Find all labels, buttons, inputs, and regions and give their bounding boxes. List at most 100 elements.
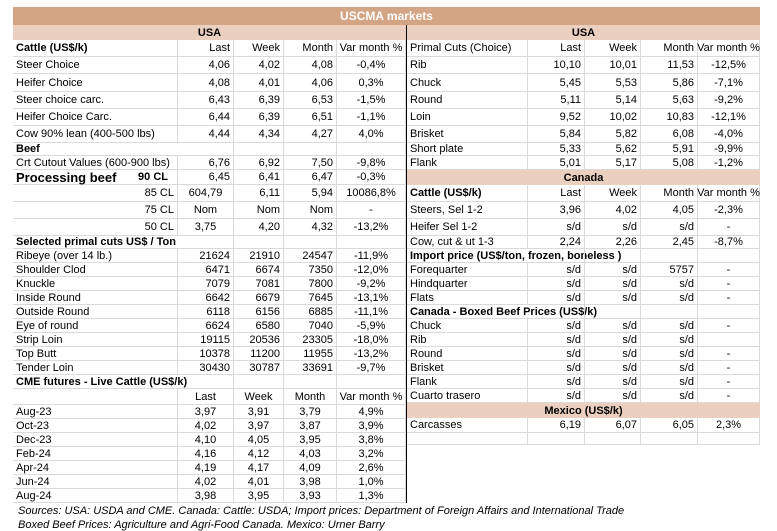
section-band: Mexico (US$/k) bbox=[407, 403, 760, 418]
cell-value: -9,9% bbox=[714, 143, 743, 155]
table-row: Forequarter s/d s/d 5757 - bbox=[407, 263, 760, 277]
cell-value: s/d bbox=[679, 291, 694, 304]
cell-last: 4,02 bbox=[178, 419, 234, 432]
table-row: 50 CL 3,75 4,20 4,32 -13,2% bbox=[13, 219, 406, 236]
cell-value: 4,02 bbox=[194, 419, 217, 432]
cell-value: 4,01 bbox=[247, 475, 270, 488]
cell-var-month: -8,7% bbox=[698, 236, 760, 248]
cell-value: s/d bbox=[622, 389, 637, 402]
cell-value: -4,0% bbox=[714, 128, 743, 140]
cell-month bbox=[284, 143, 337, 155]
cell-value: 5,86 bbox=[672, 76, 694, 89]
cell-week: 21910 bbox=[234, 249, 284, 262]
table-row: Aug-24 3,98 3,95 3,93 1,3% bbox=[13, 489, 406, 503]
cell-value: 3,98 bbox=[299, 475, 321, 488]
cell-value: s/d bbox=[566, 291, 581, 304]
cell-value: 5,11 bbox=[560, 94, 581, 106]
cell-last: s/d bbox=[528, 389, 585, 402]
cell-month: 7350 bbox=[284, 263, 337, 276]
row-label-text: Crt Cutout Values (600-900 lbs) bbox=[16, 156, 170, 169]
row-label-text: Eye of round bbox=[16, 319, 79, 332]
cell-var-month bbox=[337, 375, 406, 388]
cell-value: 6674 bbox=[255, 263, 280, 276]
cell-month: 3,93 bbox=[284, 489, 337, 502]
row-label: 75 CL bbox=[13, 202, 178, 218]
table-row: Cattle (US$/k) Last Week Month Var month % bbox=[13, 40, 406, 57]
table-row: Rib 10,10 10,01 11,53 -12,5% bbox=[407, 57, 760, 74]
cell-value: 10,02 bbox=[609, 111, 637, 123]
cell-var-month: 3,8% bbox=[337, 433, 406, 446]
cell-var-month: 3,2% bbox=[337, 447, 406, 460]
cell-value: s/d bbox=[566, 263, 581, 276]
table-row: Flats s/d s/d s/d - bbox=[407, 291, 760, 305]
row-label-text: Steer Choice bbox=[16, 59, 80, 71]
cell-var-month: -13,2% bbox=[337, 219, 406, 235]
table-row: Beef bbox=[13, 143, 406, 156]
cell-month: 4,05 bbox=[641, 202, 698, 218]
table-row: Chuck s/d s/d s/d - bbox=[407, 319, 760, 333]
cell-week: s/d bbox=[585, 375, 641, 388]
cell-month: 11955 bbox=[284, 347, 337, 360]
cell-value: 6885 bbox=[308, 305, 333, 318]
cell-value: 7,50 bbox=[311, 156, 333, 169]
cell-value: Nom bbox=[256, 204, 280, 216]
cell-last: Last bbox=[528, 40, 585, 56]
row-label: Short plate bbox=[407, 143, 528, 155]
cell-last: s/d bbox=[528, 319, 585, 332]
cell-week: 4,02 bbox=[234, 57, 284, 73]
cell-value: 3,75 bbox=[194, 221, 217, 233]
cell-week: 10,01 bbox=[585, 57, 641, 73]
cell-value: s/d bbox=[622, 277, 637, 290]
cell-month: s/d bbox=[641, 277, 698, 290]
cell-value: 2,24 bbox=[559, 236, 581, 248]
cell-last: Last bbox=[178, 40, 234, 56]
cell-last: 7079 bbox=[178, 277, 234, 290]
cell-var-month: -0,4% bbox=[337, 57, 406, 73]
row-label: Flats bbox=[407, 291, 528, 304]
cell-value: -8,7% bbox=[714, 236, 743, 248]
cell-var-month: 4,9% bbox=[337, 405, 406, 418]
row-label: Heifer Sel 1-2 bbox=[407, 219, 528, 235]
cell-month: s/d bbox=[641, 333, 698, 346]
cell-month: Month bbox=[641, 185, 698, 201]
cell-last bbox=[178, 236, 234, 248]
table-row: Processing beef 90 CL 6,45 6,41 6,47 -0,3% bbox=[13, 170, 406, 185]
cell-month: 4,32 bbox=[284, 219, 337, 235]
cell-value: 4,10 bbox=[194, 433, 217, 446]
cell-value: 5,82 bbox=[615, 128, 637, 140]
cell-last: 5,84 bbox=[528, 126, 585, 142]
cell-last: 21624 bbox=[178, 249, 234, 262]
cell-value: 6,45 bbox=[208, 171, 230, 183]
cell-var-month: 10086,8% bbox=[337, 185, 406, 201]
cell-value: 4,06 bbox=[208, 59, 230, 71]
cell-week: 5,17 bbox=[585, 156, 641, 169]
row-label: Chuck bbox=[407, 74, 528, 91]
cell-week: s/d bbox=[585, 333, 641, 346]
table-row: Feb-24 4,16 4,12 4,03 3,2% bbox=[13, 447, 406, 461]
cell-value: 7645 bbox=[308, 291, 333, 304]
row-label-text: Cuarto trasero bbox=[410, 389, 481, 402]
cell-value: 21910 bbox=[249, 249, 280, 262]
cell-value: - bbox=[726, 221, 731, 233]
sources-note: Sources: USA: USDA and CME. Canada: Catt… bbox=[18, 505, 625, 517]
cell-value: 10,10 bbox=[553, 59, 581, 71]
cell-value: 10,01 bbox=[609, 59, 637, 71]
cell-week bbox=[585, 433, 641, 444]
processing-grade: 90 CL bbox=[138, 171, 168, 183]
cell-value: 6156 bbox=[255, 305, 280, 318]
row-label-text: 75 CL bbox=[144, 204, 174, 216]
row-label: Steers, Sel 1-2 bbox=[407, 202, 528, 218]
cell-value: s/d bbox=[566, 319, 581, 332]
cell-var-month: -12,5% bbox=[698, 57, 760, 73]
cell-value: s/d bbox=[622, 333, 637, 346]
table-row: Eye of round 6624 6580 7040 -5,9% bbox=[13, 319, 406, 333]
cell-value: 30430 bbox=[199, 361, 230, 374]
table-row: Cow 90% lean (400-500 lbs) 4,44 4,34 4,27 4,… bbox=[13, 126, 406, 143]
cell-last: Last bbox=[178, 389, 234, 404]
table-row: Outside Round 6118 6156 6885 -11,1% bbox=[13, 305, 406, 319]
cell-value: -5,9% bbox=[356, 319, 386, 332]
cell-var-month: 0,3% bbox=[337, 74, 406, 91]
cell-value: 4,05 bbox=[672, 204, 694, 216]
cell-last bbox=[528, 433, 585, 444]
row-label-text: Flank bbox=[410, 156, 437, 169]
